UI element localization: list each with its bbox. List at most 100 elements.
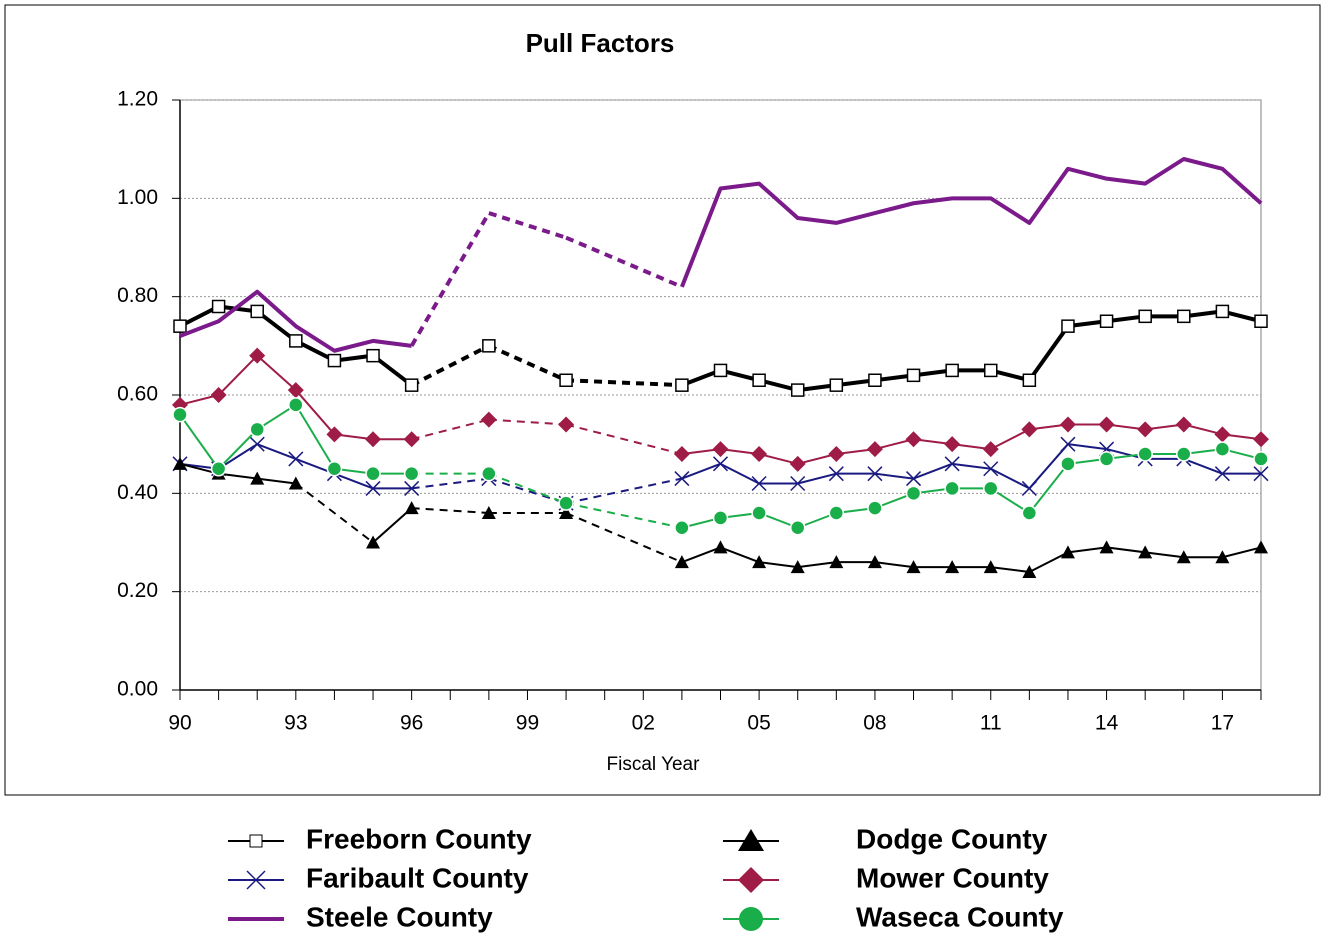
marker: [752, 373, 766, 387]
x-tick-label: 99: [516, 712, 539, 735]
marker: [1098, 451, 1115, 467]
x-tick-label: 05: [747, 712, 770, 735]
marker: [1215, 550, 1230, 564]
series: [172, 397, 1269, 536]
marker: [1175, 416, 1192, 433]
marker: [1253, 466, 1269, 482]
marker: [481, 465, 497, 482]
marker: [752, 555, 767, 569]
x-tick-label: 14: [1095, 712, 1119, 735]
marker: [1099, 540, 1114, 554]
marker: [866, 441, 883, 458]
marker: [559, 373, 573, 387]
legend-marker: [739, 907, 763, 931]
marker: [675, 378, 689, 392]
legend-label: Faribault County: [306, 862, 529, 893]
marker: [558, 495, 574, 511]
gap-connector: [410, 344, 490, 387]
marker: [674, 471, 690, 487]
marker: [1059, 416, 1076, 433]
marker: [1022, 373, 1037, 387]
marker: [944, 480, 960, 497]
legend-marker: [246, 870, 266, 890]
marker: [404, 501, 419, 515]
marker: [326, 461, 343, 477]
marker: [289, 334, 303, 348]
marker: [249, 347, 266, 364]
chart-frame: [4, 4, 1321, 796]
x-tick-label: 90: [168, 712, 191, 735]
marker: [481, 506, 496, 519]
x-tick-label: 02: [632, 712, 655, 735]
marker: [211, 299, 226, 314]
marker: [867, 466, 883, 482]
legend-marker: [738, 829, 764, 851]
marker: [789, 455, 806, 472]
marker: [172, 406, 188, 423]
gap-connector: [295, 482, 374, 544]
legend-label: Freeborn County: [306, 823, 532, 854]
marker: [906, 368, 921, 383]
marker: [944, 456, 960, 472]
legend-item: Freeborn County: [228, 823, 532, 854]
legend-marker: [249, 834, 263, 848]
series-line: [681, 309, 1262, 393]
marker: [1254, 314, 1268, 328]
marker: [674, 520, 690, 536]
marker: [1022, 565, 1037, 578]
marker: [480, 411, 497, 428]
marker: [1177, 309, 1191, 324]
marker: [403, 465, 420, 482]
legend-label: Waseca County: [856, 901, 1064, 932]
x-tick-label: 93: [284, 712, 307, 735]
marker: [674, 555, 689, 569]
gap-connector: [565, 378, 682, 388]
marker: [1214, 441, 1231, 457]
marker: [249, 421, 265, 438]
marker: [790, 383, 805, 397]
marker: [829, 555, 844, 569]
marker: [944, 436, 961, 453]
marker: [288, 397, 304, 413]
marker: [1253, 431, 1269, 448]
marker: [366, 348, 380, 363]
marker: [905, 485, 922, 502]
series: [179, 157, 1263, 353]
marker: [673, 446, 690, 462]
x-tick-label: 17: [1211, 712, 1234, 735]
series: [173, 299, 1268, 397]
marker: [210, 461, 227, 477]
marker: [250, 304, 264, 319]
marker: [751, 446, 768, 462]
legend-marker: [738, 867, 764, 893]
marker: [829, 378, 844, 392]
marker: [713, 540, 728, 554]
marker: [1215, 304, 1230, 319]
series-line: [681, 423, 1262, 465]
marker: [173, 456, 187, 470]
marker: [945, 363, 959, 378]
marker: [867, 500, 883, 516]
marker: [1138, 545, 1153, 559]
legend-item: Faribault County: [228, 862, 529, 893]
marker: [1253, 451, 1269, 467]
legend-item: Waseca County: [723, 901, 1064, 932]
series: [172, 347, 1269, 472]
marker: [365, 480, 381, 496]
x-tick-label: 08: [863, 712, 886, 735]
gap-connector: [565, 235, 683, 289]
marker: [365, 431, 382, 448]
x-tick-label: 11: [980, 712, 1002, 735]
marker: [1060, 545, 1075, 559]
legend-label: Steele County: [306, 901, 493, 932]
marker: [558, 416, 575, 433]
marker: [751, 505, 767, 521]
marker: [945, 560, 960, 574]
y-tick-label: 1.00: [117, 186, 158, 209]
marker: [712, 456, 729, 472]
marker: [828, 466, 844, 482]
marker: [249, 436, 265, 452]
marker: [983, 480, 999, 497]
marker: [789, 520, 806, 536]
